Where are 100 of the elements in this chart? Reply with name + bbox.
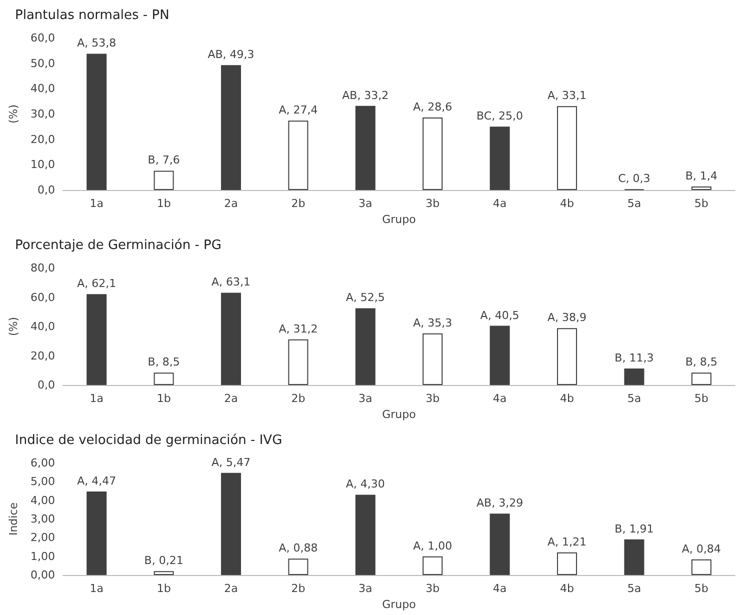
x-tick-label: 4b — [560, 197, 574, 210]
bar — [355, 494, 376, 575]
bar — [691, 559, 712, 575]
data-label: A, 4,47 — [77, 474, 116, 488]
chart-title: Plantulas normales - PN — [15, 8, 170, 23]
bar — [154, 372, 174, 385]
x-tick-label: 3a — [358, 392, 372, 405]
bar — [221, 472, 241, 575]
bar — [624, 368, 644, 385]
x-tick-label: 2b — [291, 392, 306, 405]
data-label: A, 5,47 — [211, 456, 251, 469]
x-tick-label: 4b — [560, 392, 574, 405]
bar — [355, 106, 376, 190]
bar — [557, 552, 577, 575]
x-tick-label: 3a — [358, 582, 372, 595]
y-tick-label: 20,0 — [30, 349, 55, 362]
data-label: AB, 49,3 — [208, 48, 254, 62]
data-label: B, 7,6 — [148, 154, 180, 167]
data-label: A, 27,4 — [278, 104, 318, 117]
bar — [624, 539, 644, 575]
x-tick-label: 1a — [90, 582, 104, 595]
bar — [422, 118, 443, 190]
x-tick-label: 1b — [156, 582, 171, 595]
data-label: B, 8,5 — [685, 356, 718, 369]
bar — [86, 294, 107, 385]
data-label: A, 63,1 — [211, 276, 251, 289]
data-label: A, 62,1 — [77, 277, 116, 290]
y-tick-label: 60,0 — [30, 290, 55, 304]
y-tick-label: 3,00 — [30, 512, 55, 526]
y-tick-label: 40,0 — [30, 320, 55, 333]
x-axis-title: Grupo — [382, 408, 416, 421]
data-label: A, 31,2 — [278, 322, 318, 336]
data-label: AB, 33,2 — [342, 88, 389, 102]
x-tick-label: 4a — [492, 197, 507, 210]
bar — [86, 492, 107, 575]
data-label: A, 28,6 — [413, 100, 452, 114]
x-tick-label: 2b — [291, 582, 306, 595]
x-tick-label: 5b — [694, 392, 708, 405]
data-label: B, 8,5 — [148, 356, 180, 369]
y-tick-label: 5,00 — [30, 475, 55, 488]
x-tick-label: 4b — [560, 582, 574, 595]
data-label: A, 53,8 — [77, 36, 116, 50]
x-tick-label: 2b — [291, 197, 306, 210]
data-label: B, 0,21 — [144, 554, 184, 568]
x-tick-label: 2a — [224, 197, 238, 210]
y-tick-label: 2,00 — [30, 531, 55, 544]
bar — [490, 514, 510, 575]
data-label: B, 11,3 — [614, 351, 654, 364]
data-label: A, 33,1 — [547, 89, 587, 102]
bar — [422, 556, 443, 575]
x-tick-label: 3b — [426, 582, 440, 595]
data-label: A, 0,84 — [682, 542, 721, 556]
x-tick-label: 5b — [694, 582, 708, 595]
y-tick-label: 1,00 — [30, 550, 55, 563]
x-tick-label: 1b — [156, 392, 171, 405]
y-tick-label: 60,0 — [30, 32, 55, 44]
x-tick-label: 5a — [627, 197, 642, 210]
x-tick-label: 5a — [627, 392, 642, 405]
bar — [490, 326, 510, 385]
bar — [288, 120, 308, 190]
x-tick-label: 3a — [358, 197, 372, 210]
y-axis-title: (%) — [7, 104, 20, 124]
x-tick-label: 1a — [90, 197, 104, 210]
data-label: A, 40,5 — [480, 308, 520, 322]
data-label: A, 1,21 — [547, 535, 587, 548]
x-tick-label: 5b — [694, 197, 708, 210]
y-tick-label: 50,0 — [30, 56, 55, 70]
x-tick-label: 5a — [627, 582, 642, 595]
data-label: B, 1,4 — [685, 169, 718, 182]
bar — [221, 292, 241, 385]
x-tick-label: 2a — [224, 392, 238, 405]
y-tick-label: 0,0 — [38, 378, 55, 392]
bar — [154, 571, 174, 575]
bar — [288, 339, 308, 385]
x-tick-label: 3b — [426, 197, 440, 210]
bar — [691, 372, 712, 385]
data-label: B, 1,91 — [614, 522, 654, 536]
y-tick-label: 4,00 — [30, 494, 55, 507]
data-label: A, 52,5 — [346, 291, 385, 304]
data-label: A, 4,30 — [346, 478, 385, 491]
bar — [154, 170, 174, 190]
x-axis-title: Grupo — [382, 212, 416, 226]
y-axis-title: Indice — [7, 502, 20, 536]
bar — [422, 333, 443, 385]
bar — [557, 106, 577, 190]
data-label: A, 35,3 — [413, 316, 452, 330]
y-axis-title: (%) — [7, 316, 20, 336]
data-label: C, 0,3 — [618, 172, 650, 186]
data-label: A, 0,88 — [278, 542, 318, 555]
x-tick-label: 1a — [90, 392, 104, 405]
chart-title: Indice de velocidad de germinación - IVG — [15, 433, 282, 448]
y-tick-label: 0,0 — [38, 184, 55, 196]
bar — [557, 328, 577, 385]
bar — [221, 65, 241, 190]
bar — [691, 186, 712, 190]
y-tick-label: 6,00 — [30, 456, 55, 470]
x-tick-label: 1b — [156, 197, 171, 210]
x-axis-title: Grupo — [382, 598, 416, 611]
y-tick-label: 10,0 — [30, 158, 55, 172]
x-tick-label: 3b — [426, 392, 440, 405]
